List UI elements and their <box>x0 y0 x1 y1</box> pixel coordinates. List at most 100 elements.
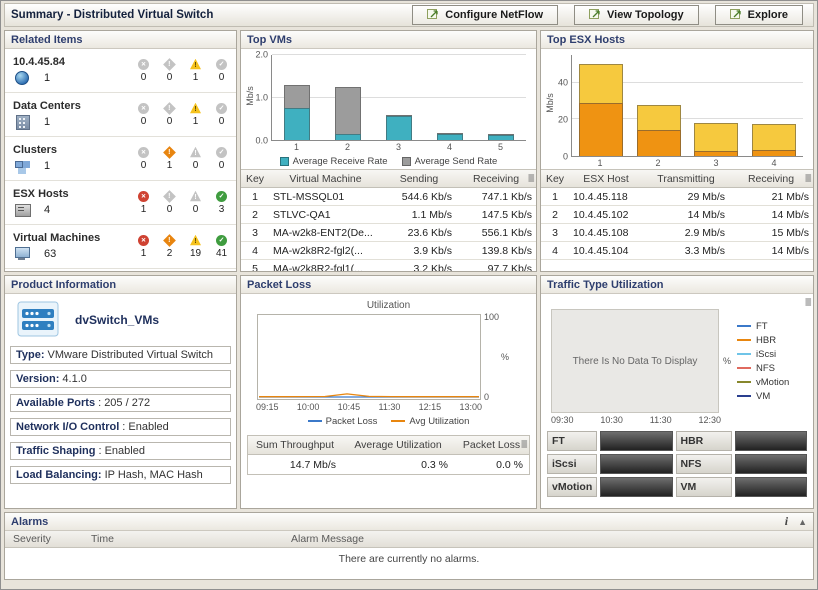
related-item-count: 1 <box>44 160 51 172</box>
packet-loss-panel: Packet Loss Utilization 100 0 % 09:15 10:… <box>240 275 537 509</box>
top-row: Related Items 10.4.45.8410010Data Center… <box>4 30 814 272</box>
legend-item-hbr: HBR <box>737 335 813 346</box>
field-value: 4.1.0 <box>62 373 87 385</box>
configure-netflow-button[interactable]: Configure NetFlow <box>412 5 559 25</box>
legend-item-ft: FT <box>737 321 813 332</box>
column-header-sending[interactable]: Sending <box>399 172 439 185</box>
table-menu-icon[interactable]: ≣ <box>520 439 528 450</box>
bar-group <box>487 55 514 140</box>
table-row[interactable]: 2 STLVC-QA1 1.1 Mb/s 147.5 Kb/s <box>241 206 536 224</box>
related-items-body: 10.4.45.8410010Data Centers10010Clusters… <box>5 49 236 271</box>
table-cell: 10.4.45.102 <box>573 208 629 221</box>
bar-segment <box>284 108 311 140</box>
table-menu-icon[interactable]: ≣ <box>804 297 812 307</box>
y-tick-label: 0.0 <box>255 135 268 146</box>
bar-segment <box>752 149 797 156</box>
table-cell: 139.8 Kb/s <box>481 244 532 257</box>
related-item-row[interactable]: Data Centers 1 0 0 1 0 <box>5 93 236 137</box>
field-value: VMware Distributed Virtual Switch <box>47 349 213 361</box>
normal-status-icon <box>216 190 227 202</box>
bar-segment <box>436 134 463 140</box>
table-row[interactable]: 2 10.4.45.102 14 Mb/s 14 Mb/s <box>541 206 813 224</box>
traffic-cell-label-vmotion: vMotion <box>547 477 597 497</box>
view-topology-button[interactable]: View Topology <box>574 5 699 25</box>
fatal-status-icon <box>138 190 149 202</box>
table-menu-icon[interactable]: ≣ <box>804 173 812 183</box>
top-esx-table: Key ESX Host Transmitting Receiving ≣ 1 10.4.4… <box>541 169 813 271</box>
field-label: Type: <box>16 349 45 361</box>
related-item-row[interactable]: ESX Hosts 4 1 0 0 3 <box>5 181 236 225</box>
column-header-sum-throughput[interactable]: Sum Throughput <box>255 439 335 451</box>
legend-swatch <box>279 156 289 166</box>
critical-status-icon <box>163 145 176 159</box>
cluster-icon <box>15 159 30 173</box>
x-tick-label: 2 <box>655 158 661 168</box>
bar-group <box>636 55 681 156</box>
column-header-virtual-machine[interactable]: Virtual Machine <box>289 172 362 185</box>
normal-count: 0 <box>218 71 225 83</box>
related-item-row[interactable]: Clusters 1 0 1 0 0 <box>5 137 236 181</box>
table-row[interactable]: 4 10.4.45.104 3.3 Mb/s 14 Mb/s <box>541 242 813 260</box>
y-max-label: 100 <box>484 312 500 322</box>
table-cell: 544.6 Kb/s <box>401 190 452 203</box>
table-row[interactable]: 1 STL-MSSQL01 544.6 Kb/s 747.1 Kb/s <box>241 188 536 206</box>
panel-title: Packet Loss <box>247 278 312 291</box>
table-row[interactable]: 3 10.4.45.108 2.9 Mb/s 15 Mb/s <box>541 224 813 242</box>
column-header-severity[interactable]: Severity <box>13 533 51 545</box>
traffic-type-panel: Traffic Type Utilization ≣ There Is No D… <box>540 275 814 509</box>
y-tick-label: 0 <box>562 151 568 162</box>
column-header-esx-host[interactable]: ESX Host <box>583 172 629 185</box>
summary-value: 0.3 % <box>421 458 448 471</box>
field-value: IP Hash, MAC Hash <box>104 469 203 481</box>
column-header-key[interactable]: Key <box>245 172 265 185</box>
related-item-row[interactable]: Virtual Machines 63 1 2 19 41 <box>5 225 236 269</box>
chart-menu: ≣ <box>541 296 813 309</box>
button-label: View Topology <box>607 9 684 21</box>
column-header-key[interactable]: Key <box>545 172 565 185</box>
column-header-packet-loss[interactable]: Packet Loss ≣ <box>462 439 528 451</box>
panel-header: Related Items <box>5 31 236 49</box>
x-tick-label: 13:00 <box>459 402 482 412</box>
table-menu-icon[interactable]: ≣ <box>527 173 535 183</box>
launch-icon <box>427 8 439 23</box>
normal-count: 0 <box>218 159 225 171</box>
related-items-panel: Related Items 10.4.45.8410010Data Center… <box>4 30 237 272</box>
critical-count: 2 <box>166 247 173 259</box>
x-tick-label: 11:30 <box>378 402 401 412</box>
legend-line <box>737 395 751 397</box>
x-tick-label: 10:45 <box>337 402 361 412</box>
table-cell: MA-w2k8R2-fgl2(... <box>273 244 363 257</box>
vswitch-icon <box>15 71 30 85</box>
x-tick-label: 12:15 <box>418 402 442 412</box>
traffic-cell-value <box>734 477 807 497</box>
column-header-alarm-message[interactable]: Alarm Message <box>291 533 364 545</box>
related-item-info: ESX Hosts 4 <box>13 188 113 217</box>
table-row[interactable]: 4 MA-w2k8R2-fgl2(... 3.9 Kb/s 139.8 Kb/s <box>241 242 536 260</box>
legend-item-vmotion: vMotion <box>737 377 813 388</box>
x-tick-label: 1 <box>597 158 603 168</box>
panel-title: Related Items <box>11 33 83 46</box>
related-item-info: 10.4.45.84 1 <box>13 56 113 85</box>
table-row[interactable]: 5 MA-w2k8R2-fgl1(... 3.2 Kb/s 97.7 Kb/s <box>241 260 536 272</box>
column-header-receiving[interactable]: Receiving ≣ <box>747 172 812 185</box>
field-label: Network I/O Control <box>16 421 120 433</box>
legend-line <box>737 339 751 341</box>
table-row[interactable]: 3 MA-w2k8-ENT2(De... 23.6 Kb/s 556.1 Kb/s <box>241 224 536 242</box>
info-icon[interactable]: i <box>784 514 789 528</box>
table-cell: 15 Mb/s <box>771 226 809 239</box>
column-header-transmitting[interactable]: Transmitting <box>657 172 715 185</box>
panel-header: Top VMs <box>241 31 536 49</box>
column-header-receiving[interactable]: Receiving ≣ <box>472 172 535 185</box>
field-label: Traffic Shaping <box>16 445 96 457</box>
explore-button[interactable]: Explore <box>714 5 803 25</box>
column-header-average-utilization[interactable]: Average Utilization <box>354 439 442 451</box>
related-item-row[interactable]: 10.4.45.84 1 0 0 1 0 <box>5 49 236 93</box>
legend-item-nfs: NFS <box>737 363 813 374</box>
y-tick-label: 40 <box>557 77 568 88</box>
column-header-time[interactable]: Time <box>91 533 114 545</box>
collapse-icon[interactable]: ▲ <box>798 516 807 527</box>
top-vms-table: Key Virtual Machine Sending Receiving ≣ 1 STL-… <box>241 169 536 271</box>
table-row[interactable]: 1 10.4.45.118 29 Mb/s 21 Mb/s <box>541 188 813 206</box>
traffic-plot: There Is No Data To Display <box>551 309 719 413</box>
normal-count: 0 <box>218 115 225 127</box>
